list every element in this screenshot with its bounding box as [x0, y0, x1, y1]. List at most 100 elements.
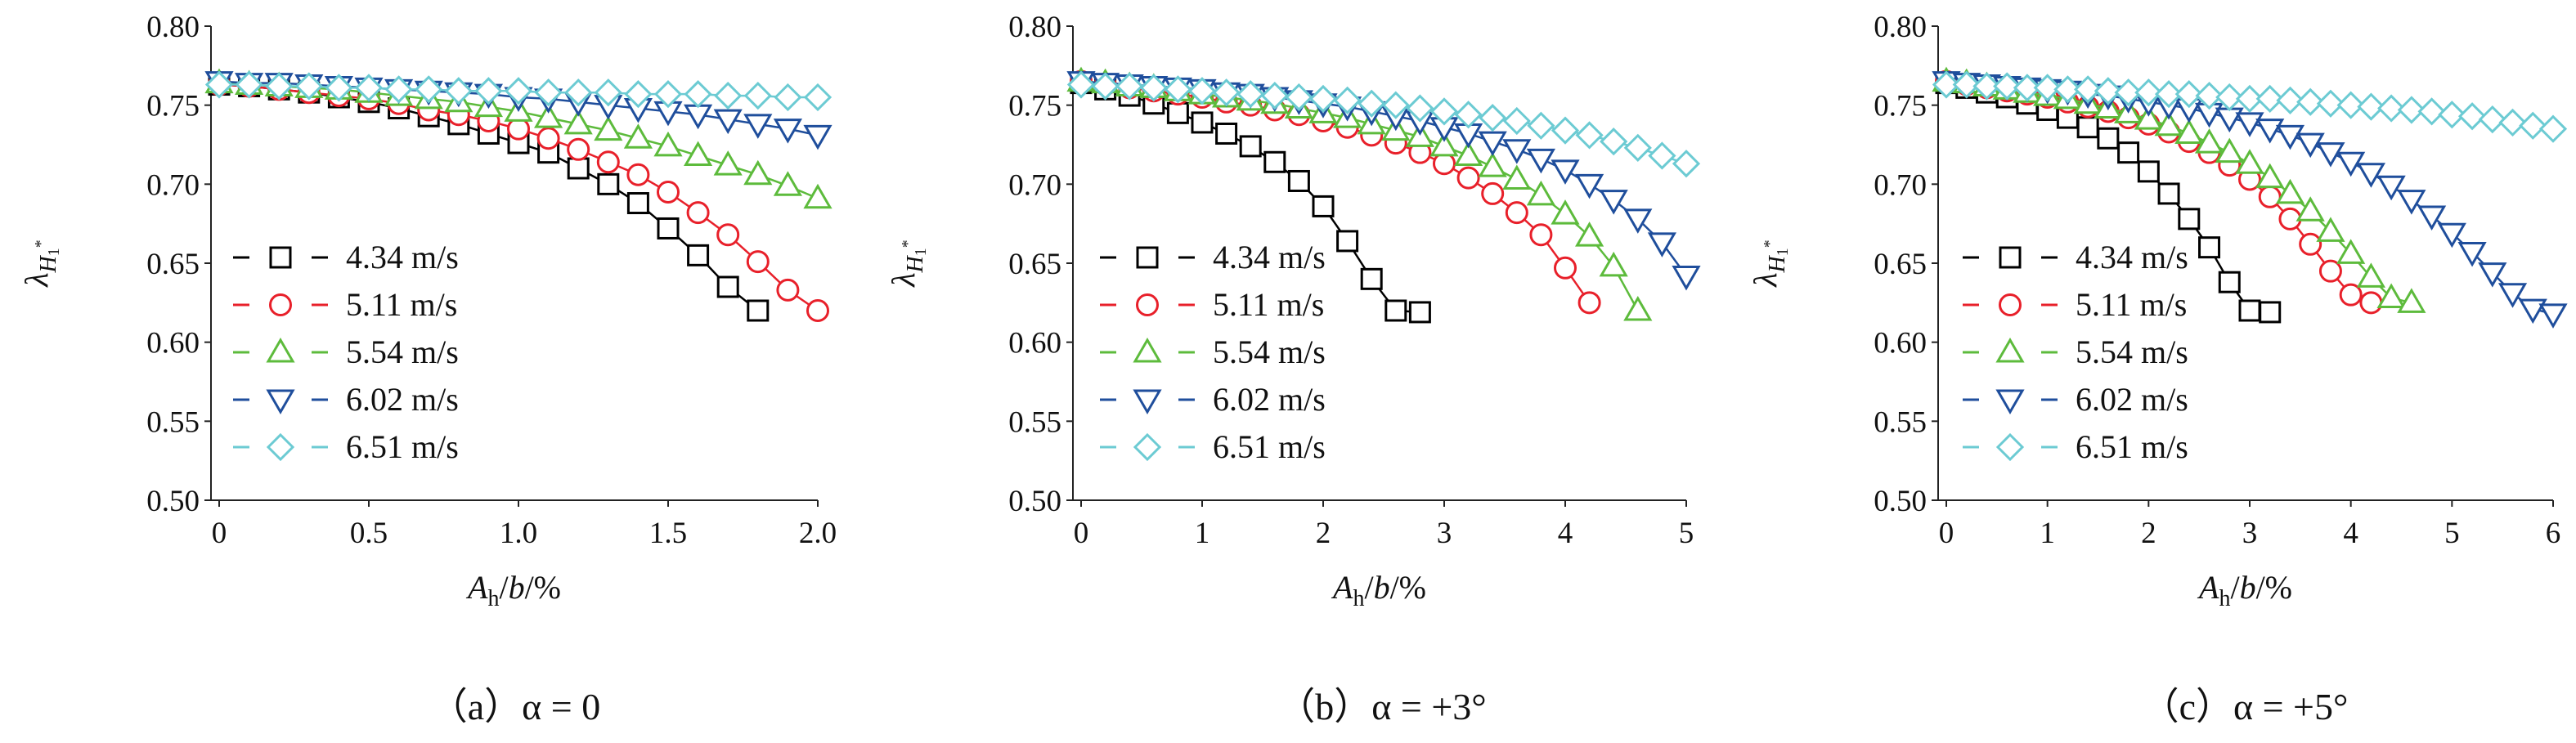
data-point [1456, 166, 1480, 190]
legend-entry: 5.11 m/s [233, 286, 457, 323]
data-point [776, 278, 800, 302]
x-tick-label: 1 [1195, 517, 1210, 550]
chart-panel-3: 0.50 0.55 0.60 0.65 0.70 0.75 0.80 0 1 2 3 4 5 6 Ah/b/… [1747, 11, 2568, 727]
data-point [1287, 169, 1310, 192]
legend-label: 5.11 m/s [1213, 286, 1324, 323]
data-point [2174, 80, 2203, 109]
data-point [2154, 110, 2183, 137]
data-point [1336, 230, 1359, 253]
data-point [1454, 101, 1483, 129]
data-point [534, 103, 563, 128]
data-point [2438, 101, 2466, 129]
series-5 [1066, 70, 1701, 178]
data-point [2154, 80, 2183, 109]
data-point [2316, 89, 2345, 118]
data-point [2215, 83, 2244, 112]
data-point [684, 141, 713, 167]
data-point [1215, 122, 1238, 145]
data-point [536, 127, 560, 150]
data-point [2238, 299, 2261, 322]
data-point [2033, 74, 2062, 102]
data-point [1623, 133, 1652, 162]
y-tick-label: 0.65 [1008, 248, 1061, 281]
data-point [1263, 150, 1286, 173]
y-tick-label: 0.75 [1874, 90, 1927, 123]
data-point [384, 75, 413, 104]
data-point [2258, 185, 2282, 208]
x-tick-label: 1.0 [500, 517, 537, 550]
data-point [415, 75, 443, 104]
y-tick-label: 0.65 [1874, 248, 1927, 281]
data-point [2376, 175, 2406, 201]
data-point [325, 74, 353, 102]
data-point [2134, 105, 2163, 130]
data-point [1502, 139, 1532, 164]
data-point [1478, 131, 1507, 157]
legend-marker [1995, 337, 2025, 363]
legend: 4.34 m/s 5.11 m/s 5.54 m/s 6.02 m/s 6.51 m/s [1963, 239, 2188, 465]
data-point [294, 72, 323, 101]
data-point [1066, 70, 1096, 99]
y-tick-label: 0.60 [146, 327, 200, 360]
data-point [1478, 152, 1507, 177]
data-point [2094, 77, 2122, 105]
data-point [2198, 236, 2221, 259]
data-point [1623, 208, 1653, 234]
data-point [534, 78, 563, 107]
data-point [1164, 75, 1192, 104]
data-point [2316, 217, 2345, 242]
data-point [2194, 128, 2224, 154]
data-point [1672, 265, 1701, 291]
legend-marker [269, 246, 292, 269]
data-point [1932, 70, 1961, 99]
data-point [2478, 262, 2507, 288]
data-point [1260, 81, 1289, 110]
data-point [2013, 74, 2042, 102]
x-tick-label: 1.5 [649, 517, 687, 550]
data-point [624, 80, 653, 109]
legend-entry: 6.51 m/s [1100, 428, 1326, 465]
data-point [1429, 131, 1459, 157]
x-tick-label: 0 [1939, 517, 1954, 550]
data-point [1479, 104, 1507, 132]
data-point [773, 171, 802, 196]
data-point [2357, 92, 2385, 121]
data-point [1333, 86, 1362, 114]
legend-label: 5.54 m/s [346, 333, 459, 370]
y-tick-label: 0.60 [1874, 327, 1927, 360]
data-point [1312, 195, 1335, 217]
legend-marker [266, 389, 295, 415]
data-point [2134, 78, 2163, 107]
data-point [2074, 75, 2103, 104]
data-point [1993, 72, 2022, 101]
data-point [1575, 222, 1604, 247]
x-tick-label: 4 [2343, 517, 2358, 550]
legend-marker [269, 293, 292, 316]
data-point [2157, 182, 2180, 205]
x-tick-label: 1 [2040, 517, 2055, 550]
x-tick-label: 2 [2141, 517, 2156, 550]
data-point [773, 119, 802, 144]
y-tick-label: 0.50 [146, 485, 200, 518]
data-point [1623, 295, 1653, 321]
legend-label: 5.11 m/s [346, 286, 457, 323]
legend-entry: 4.34 m/s [1963, 239, 2188, 275]
data-point [594, 115, 623, 141]
legend-entry: 4.34 m/s [233, 239, 459, 275]
data-point [657, 181, 680, 204]
data-point [1308, 84, 1338, 114]
x-axis-label: Ah/b/% [465, 569, 561, 611]
data-point [567, 137, 590, 161]
data-point [2195, 81, 2224, 110]
x-tick-label: 0 [212, 517, 227, 550]
legend-marker [1133, 389, 1162, 415]
data-point [2339, 283, 2363, 307]
data-point [2097, 127, 2120, 150]
data-point [2356, 262, 2385, 288]
legend-entry: 5.11 m/s [1100, 286, 1324, 323]
y-tick-label: 0.80 [1008, 11, 1061, 44]
data-point [806, 299, 829, 322]
data-point [1599, 251, 1628, 277]
data-point [2359, 291, 2383, 315]
data-point [1972, 72, 2001, 101]
